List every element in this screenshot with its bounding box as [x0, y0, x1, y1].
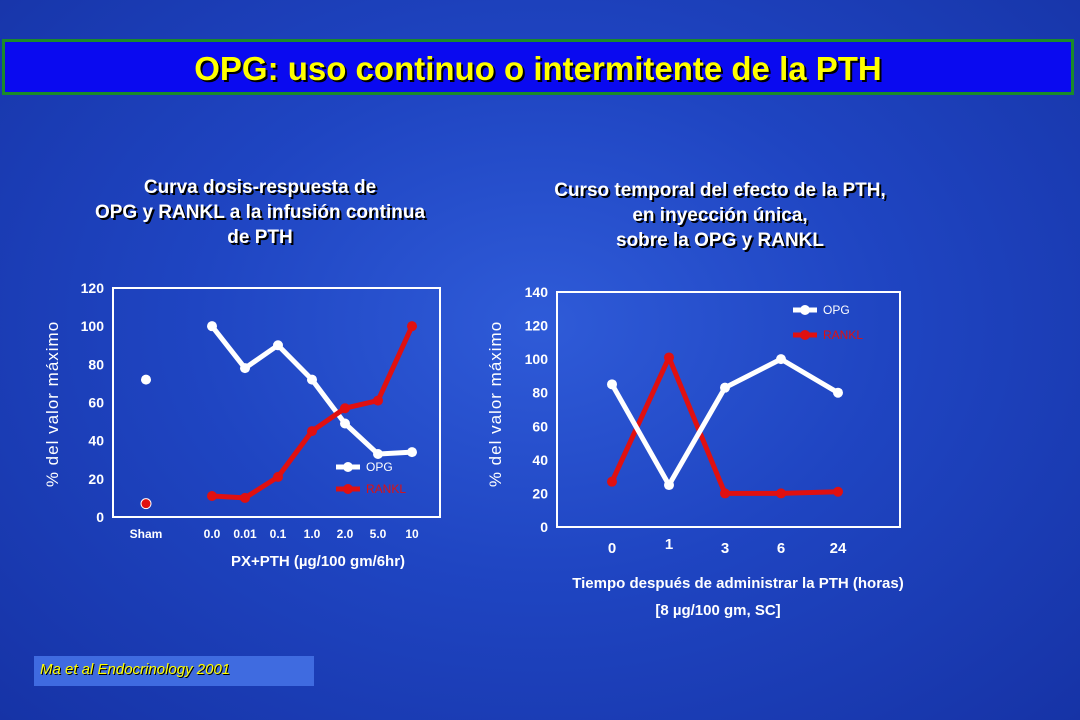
chart2-title-line: sobre la OPG y RANKL	[616, 230, 824, 251]
chart1-plot-frame	[112, 287, 441, 518]
chart2-rankl-point	[776, 488, 786, 499]
chart2-xtick-label: 6	[777, 540, 785, 557]
chart2-ytick-label: 0	[540, 519, 548, 535]
chart2-ytick-label: 20	[532, 485, 548, 501]
chart1-xtick-label: 0.0	[204, 527, 221, 541]
chart1-opg-point	[340, 418, 350, 429]
chart1-xtick-label: 10	[405, 527, 419, 541]
chart2-xlabel-line: [8 µg/100 gm, SC]	[655, 602, 780, 619]
chart2-opg-point	[664, 480, 674, 491]
chart1-xtick-label: 2.0	[337, 527, 354, 541]
citation-box: Ma et al Endocrinology 2001	[34, 656, 314, 686]
chart1-ytick-label: 100	[81, 318, 105, 334]
chart2-xtick-label: 24	[830, 540, 847, 557]
chart1-ytick-label: 20	[88, 471, 104, 487]
chart1-rankl-point	[307, 426, 317, 437]
chart1-title-line: OPG y RANKL a la infusión continua	[94, 202, 426, 223]
chart2-opg-legend-label: OPG	[823, 303, 850, 317]
chart2-ytick-label: 60	[532, 418, 548, 434]
chart1-ytick-label: 80	[88, 356, 104, 372]
chart1-title-line: Curva dosis-respuesta de	[143, 177, 377, 198]
chart2-opg-point	[833, 387, 843, 398]
chart2-opg-point	[607, 379, 617, 390]
chart1-ytick-label: 40	[88, 433, 104, 449]
chart2-rankl-line	[609, 354, 839, 496]
chart2-ytick-label: 80	[532, 385, 548, 401]
chart1-rankl-point	[207, 491, 217, 502]
chart2-ytick-label: 40	[532, 452, 548, 468]
chart1-opg-legend-marker	[343, 462, 353, 472]
chart1-opg-point	[207, 321, 217, 332]
chart2-ytick-label: 100	[525, 351, 549, 367]
chart1-xtick-label: 0.01	[233, 527, 257, 541]
chart2-plot-frame	[556, 291, 901, 528]
chart1-xtick-label: 5.0	[370, 527, 387, 541]
chart2-rankl-legend-marker	[800, 330, 810, 340]
chart1-rankl-point	[240, 492, 250, 503]
chart2-xtick-label: 1	[665, 536, 673, 553]
chart1-rankl-legend-label: RANKL	[366, 482, 406, 496]
chart1-ytick-label: 60	[88, 395, 104, 411]
chart1-opg-point	[407, 447, 417, 458]
chart1-opg-point	[273, 340, 283, 351]
chart2-rankl-point	[833, 486, 843, 497]
citation-text: Ma et al Endocrinology 2001	[40, 661, 231, 678]
chart1-ytick-label: 0	[96, 509, 104, 525]
chart1-rankl-point	[340, 403, 350, 414]
chart2-rankl-legend-label: RANKL	[823, 328, 863, 342]
chart2-ylabel: % del valor máximo	[486, 321, 505, 487]
chart1-opg-point	[307, 374, 317, 385]
chart2-rankl-point	[664, 352, 674, 363]
chart1-ylabel: % del valor máximo	[43, 321, 62, 487]
chart2-rankl-point	[607, 476, 617, 487]
chart1-opg-point	[240, 363, 250, 374]
chart1-title: Curva dosis-respuesta de OPG y RANKL a l…	[40, 175, 480, 250]
chart1-title-line: de PTH	[227, 227, 293, 248]
slide-title: OPG: uso continuo o intermitente de la P…	[194, 50, 882, 87]
chart2-opg-line	[609, 356, 840, 488]
chart1-rankl-legend-marker	[343, 484, 353, 494]
chart2-opg-point	[776, 354, 786, 365]
chart1-sham-opg-point	[141, 374, 151, 385]
chart1-xtick-label: 0.1	[270, 527, 287, 541]
chart2-opg-point	[720, 382, 730, 393]
chart1-rankl-point	[407, 321, 417, 332]
chart2-title-line: Curso temporal del efecto de la PTH,	[554, 180, 886, 201]
chart2-title: Curso temporal del efecto de la PTH, en …	[490, 178, 950, 253]
chart2-xlabel-line: Tiempo después de administrar la PTH (ho…	[572, 575, 903, 592]
chart2-ytick-label: 140	[525, 284, 549, 300]
chart1-ytick-label: 120	[81, 280, 105, 296]
chart2-title-line: en inyección única,	[632, 205, 808, 226]
chart2-xtick-label: 0	[608, 540, 616, 557]
chart2-xtick-label: 3	[721, 540, 729, 557]
chart1-rankl-point	[373, 395, 383, 406]
chart1-opg-point	[373, 449, 383, 460]
title-banner: OPG: uso continuo o intermitente de la P…	[2, 39, 1074, 95]
chart1-xtick-label: Sham	[130, 527, 163, 541]
chart2-opg-legend-marker	[800, 305, 810, 315]
chart2-ytick-label: 120	[525, 318, 549, 334]
chart1-xlabel: PX+PTH (µg/100 gm/6hr)	[231, 553, 405, 570]
chart1-xtick-label: 1.0	[304, 527, 321, 541]
chart2-rankl-point	[720, 488, 730, 499]
chart1-opg-legend-label: OPG	[366, 460, 393, 474]
chart1-rankl-point	[273, 471, 283, 482]
chart1-sham-rankl-point	[140, 498, 152, 510]
